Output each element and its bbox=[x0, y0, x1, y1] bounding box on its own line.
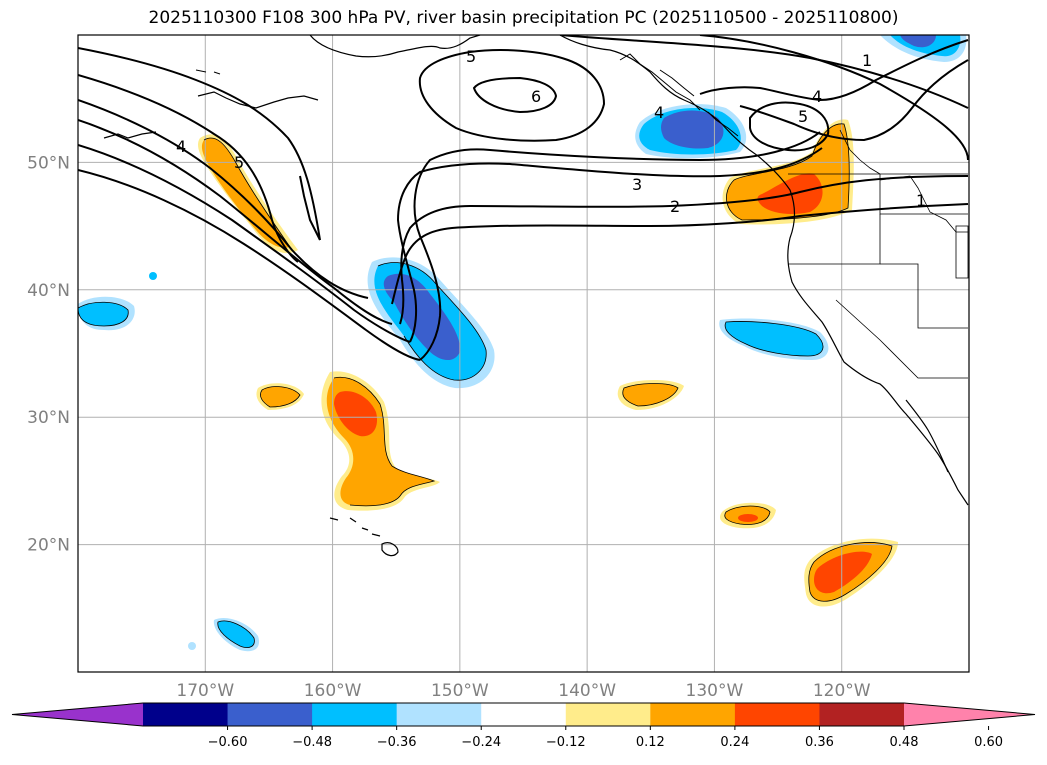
positive-anomaly-region bbox=[201, 137, 290, 248]
colorbar-segment bbox=[734, 703, 820, 726]
latitude-label: 50°N bbox=[27, 153, 70, 173]
anomaly-outlines bbox=[78, 123, 893, 648]
longitude-label: 160°W bbox=[304, 681, 362, 701]
colorbar-tick-label: 0.48 bbox=[890, 735, 919, 750]
negative-anomaly-region bbox=[661, 110, 724, 149]
map-frame bbox=[77, 34, 970, 673]
precip-anomaly-fill bbox=[78, 35, 967, 652]
colorbar-tick-label: 0.24 bbox=[720, 735, 749, 750]
longitude-label: 170°W bbox=[176, 681, 234, 701]
pv-contour-label: 4 bbox=[654, 103, 664, 122]
positive-anomaly-region bbox=[622, 383, 678, 406]
colorbar-tick-label: −0.12 bbox=[546, 735, 586, 750]
map-title: 2025110300 F108 300 hPa PV, river basin … bbox=[148, 8, 899, 28]
longitude-label: 140°W bbox=[558, 681, 616, 701]
colorbar bbox=[11, 702, 1036, 727]
negative-anomaly-region bbox=[900, 35, 936, 48]
pv-contour-label: 4 bbox=[812, 87, 822, 106]
colorbar-segment bbox=[565, 703, 651, 726]
pv-contour-label: 1 bbox=[862, 51, 872, 70]
colorbar-extend-high bbox=[904, 703, 1035, 726]
pv-contour-line bbox=[299, 175, 321, 241]
pv-contour-line bbox=[78, 99, 369, 299]
pv-contour-line bbox=[399, 175, 969, 325]
latitude-label: 30°N bbox=[27, 408, 70, 428]
pv-contour-label: 2 bbox=[670, 197, 680, 216]
colorbar-tick-label: 0.36 bbox=[805, 735, 834, 750]
negative-anomaly-region bbox=[78, 302, 129, 326]
pv-contour-label: 5 bbox=[466, 47, 476, 66]
pv-contour-line bbox=[78, 74, 299, 263]
coastlines bbox=[103, 35, 969, 506]
pv-contour-line bbox=[559, 35, 969, 109]
pv-contour-label: 6 bbox=[531, 87, 541, 106]
colorbar-segment bbox=[312, 703, 398, 726]
colorbar-tick-label: −0.60 bbox=[208, 735, 248, 750]
pv-contour-label: 5 bbox=[798, 107, 808, 126]
hawaii-islands bbox=[329, 517, 399, 557]
latitude-labels: 20°N 30°N 40°N 50°N bbox=[27, 153, 70, 555]
pv-contour-line bbox=[472, 76, 558, 114]
colorbar-segment bbox=[227, 703, 313, 726]
negative-anomaly-region bbox=[149, 272, 157, 280]
positive-anomaly-region bbox=[814, 551, 872, 594]
longitude-labels: 170°W 160°W 150°W 140°W 130°W 120°W bbox=[176, 681, 870, 701]
pv-contour-line bbox=[391, 203, 969, 305]
positive-anomaly-region bbox=[738, 514, 758, 522]
colorbar-tick-label: −0.24 bbox=[461, 735, 501, 750]
pv-contour-label: 4 bbox=[176, 137, 186, 156]
positive-anomaly-region bbox=[334, 391, 378, 437]
pv-contour-line bbox=[749, 101, 830, 152]
colorbar-segment bbox=[481, 703, 567, 726]
colorbar-segment bbox=[650, 703, 736, 726]
colorbar-tick-label: 0.12 bbox=[636, 735, 665, 750]
colorbar-tick-label: −0.36 bbox=[377, 735, 417, 750]
colorbar-tick-label: −0.48 bbox=[292, 735, 332, 750]
longitude-label: 130°W bbox=[686, 681, 744, 701]
alaska-islands bbox=[195, 53, 739, 137]
pv-contour-line bbox=[78, 144, 411, 343]
pv-contour-line bbox=[78, 47, 321, 241]
negative-anomaly-region bbox=[725, 321, 823, 356]
pv-contour-line bbox=[78, 169, 421, 361]
negative-anomaly-region bbox=[188, 642, 196, 650]
colorbar-segment bbox=[143, 703, 229, 726]
pv-contour-label: 3 bbox=[632, 175, 642, 194]
pv-contour-line bbox=[739, 59, 969, 142]
pv-contour-label: 5 bbox=[234, 153, 244, 172]
colorbar-extend-low bbox=[12, 703, 143, 726]
pv-contour-line bbox=[699, 39, 969, 102]
pv-contours bbox=[78, 35, 969, 361]
pv-contour-line bbox=[699, 35, 969, 161]
latitude-label: 40°N bbox=[27, 281, 70, 301]
pv-contour-line bbox=[78, 119, 393, 325]
pv-contour-line bbox=[418, 49, 606, 142]
pv-contour-labels: 5 6 4 4 5 1 4 5 3 2 1 bbox=[176, 47, 926, 216]
pv-contour-line bbox=[413, 131, 821, 361]
colorbar-segment bbox=[819, 703, 905, 726]
pv-contour-line bbox=[396, 147, 823, 343]
pv-contour-label: 1 bbox=[916, 191, 926, 210]
longitude-label: 120°W bbox=[813, 681, 871, 701]
latitude-label: 20°N bbox=[27, 536, 70, 556]
colorbar-tick-label: 0.60 bbox=[974, 735, 1003, 750]
colorbar-outline bbox=[11, 702, 1036, 727]
map-gridlines bbox=[78, 35, 969, 672]
negative-anomaly-region bbox=[217, 620, 255, 648]
positive-anomaly-region bbox=[260, 386, 300, 407]
longitude-label: 150°W bbox=[431, 681, 489, 701]
colorbar-tick-labels: −0.60 −0.48 −0.36 −0.24 −0.12 0.12 0.24 0.36 0.4… bbox=[208, 726, 1003, 750]
colorbar-segment bbox=[396, 703, 482, 726]
